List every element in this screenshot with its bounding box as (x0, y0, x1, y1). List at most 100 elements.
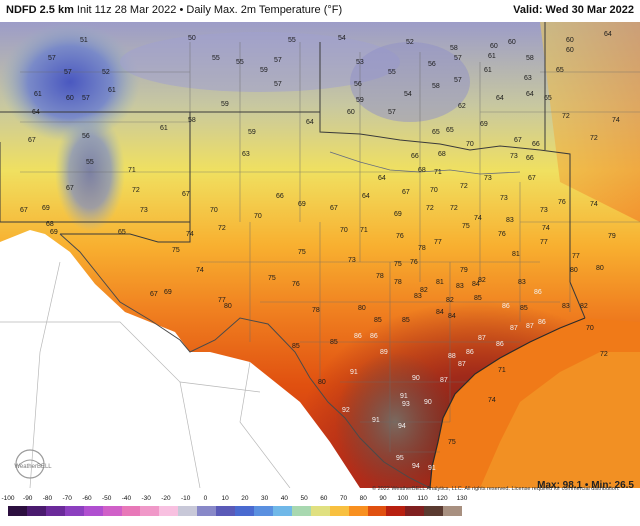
colorbar-tick-label: -10 (180, 495, 191, 502)
temperature-label: 59 (248, 129, 256, 136)
colorbar-swatch (405, 506, 425, 516)
temperature-label: 65 (432, 129, 440, 136)
temperature-label: 57 (454, 55, 462, 62)
temperature-label: 86 (534, 289, 542, 296)
temperature-label: 57 (274, 57, 282, 64)
temperature-label: 51 (80, 37, 88, 44)
colorbar-swatch (443, 506, 463, 516)
temperature-label: 73 (348, 257, 356, 264)
temperature-label: 68 (438, 151, 446, 158)
temperature-label: 64 (378, 175, 386, 182)
temperature-label: 72 (460, 183, 468, 190)
temperature-label: 74 (488, 397, 496, 404)
temperature-labels: 51 50 55 54 52 60 60 60 64 57 55 55 57 53 55 56 57 58 61 58… (20, 31, 620, 472)
colorbar-tick-label: 130 (456, 495, 468, 502)
temperature-label: 86 (538, 319, 546, 326)
temperature-label: 60 (508, 39, 516, 46)
temperature-label: 82 (478, 277, 486, 284)
temperature-label: 93 (402, 401, 410, 408)
temperature-label: 64 (526, 91, 534, 98)
temperature-label: 70 (430, 187, 438, 194)
temperature-label: 87 (440, 377, 448, 384)
temperature-label: 74 (612, 117, 620, 124)
temperature-label: 89 (380, 349, 388, 356)
temperature-label: 78 (394, 279, 402, 286)
rio-grande-border (59, 233, 431, 488)
temperature-label: 92 (342, 407, 350, 414)
temperature-label: 74 (474, 215, 482, 222)
temperature-label: 91 (372, 417, 380, 424)
temperature-label: 59 (260, 67, 268, 74)
temperature-label: 85 (520, 305, 528, 312)
temperature-label: 69 (50, 229, 58, 236)
map-title: NDFD 2.5 km Init 11z 28 Mar 2022 • Daily… (6, 4, 342, 16)
temperature-label: 70 (586, 325, 594, 332)
temperature-label: 72 (562, 113, 570, 120)
temperature-label: 74 (196, 267, 204, 274)
temperature-label: 58 (450, 45, 458, 52)
temperature-label: 88 (448, 353, 456, 360)
temperature-label: 86 (496, 341, 504, 348)
temperature-label: 85 (402, 317, 410, 324)
temperature-label: 77 (540, 239, 548, 246)
temperature-label: 66 (411, 153, 419, 160)
temperature-label: 69 (164, 289, 172, 296)
temperature-label: 83 (414, 293, 422, 300)
colorbar-swatch (216, 506, 236, 516)
colorbar-swatch (83, 506, 103, 516)
temperature-label: 75 (462, 223, 470, 230)
temperature-label: 64 (306, 119, 314, 126)
temperature-label: 87 (526, 323, 534, 330)
temperature-label: 61 (160, 125, 168, 132)
temperature-label: 64 (604, 31, 612, 38)
temperature-label: 83 (456, 283, 464, 290)
temperature-label: 65 (556, 67, 564, 74)
temperature-label: 86 (370, 333, 378, 340)
temperature-label: 56 (354, 81, 362, 88)
temperature-map: 51 50 55 54 52 60 60 60 64 57 55 55 57 53 55 56 57 58 61 58… (0, 22, 640, 488)
temperature-label: 94 (412, 463, 420, 470)
colorbar-tick-label: -100 (1, 495, 15, 502)
temperature-label: 67 (528, 175, 536, 182)
temperature-label: 85 (292, 343, 300, 350)
colorbar-swatch (386, 506, 406, 516)
temperature-label: 73 (140, 207, 148, 214)
temperature-label: 57 (82, 95, 90, 102)
colorbar-tick-label: -60 (82, 495, 92, 502)
ozark-cool-area (350, 42, 470, 122)
temperature-label: 65 (544, 95, 552, 102)
colorbar-tick-label: -30 (141, 495, 151, 502)
temperature-label: 52 (102, 69, 110, 76)
coastline (429, 317, 586, 488)
temperature-label: 65 (118, 229, 126, 236)
colorbar-tick-label: 60 (320, 495, 328, 502)
temperature-label: 87 (510, 325, 518, 332)
gulf-water-outer (480, 352, 640, 488)
temperature-label: 71 (498, 367, 506, 374)
temperature-label: 72 (218, 225, 226, 232)
temperature-label: 60 (566, 47, 574, 54)
temperature-label: 78 (312, 307, 320, 314)
temperature-label: 68 (418, 167, 426, 174)
temperature-label: 64 (496, 95, 504, 102)
temperature-label: 86 (502, 303, 510, 310)
temperature-label: 82 (446, 297, 454, 304)
temperature-label: 77 (218, 297, 226, 304)
temperature-label: 63 (524, 75, 532, 82)
temperature-label: 79 (460, 267, 468, 274)
temperature-label: 73 (540, 207, 548, 214)
temperature-label: 85 (474, 295, 482, 302)
south-texas-hot (335, 352, 455, 488)
temperature-label: 82 (580, 303, 588, 310)
temperature-label: 55 (236, 59, 244, 66)
temperature-label: 76 (396, 233, 404, 240)
temperature-label: 80 (318, 379, 326, 386)
temperature-label: 82 (420, 287, 428, 294)
colorbar-swatch (367, 506, 387, 516)
colorbar-tick-label: 40 (280, 495, 288, 502)
temperature-label: 84 (448, 313, 456, 320)
temperature-label: 57 (388, 109, 396, 116)
max-min-readout: Max: 98.1 • Min: 26.5 (537, 480, 634, 491)
temperature-label: 66 (276, 193, 284, 200)
temperature-label: 81 (436, 279, 444, 286)
